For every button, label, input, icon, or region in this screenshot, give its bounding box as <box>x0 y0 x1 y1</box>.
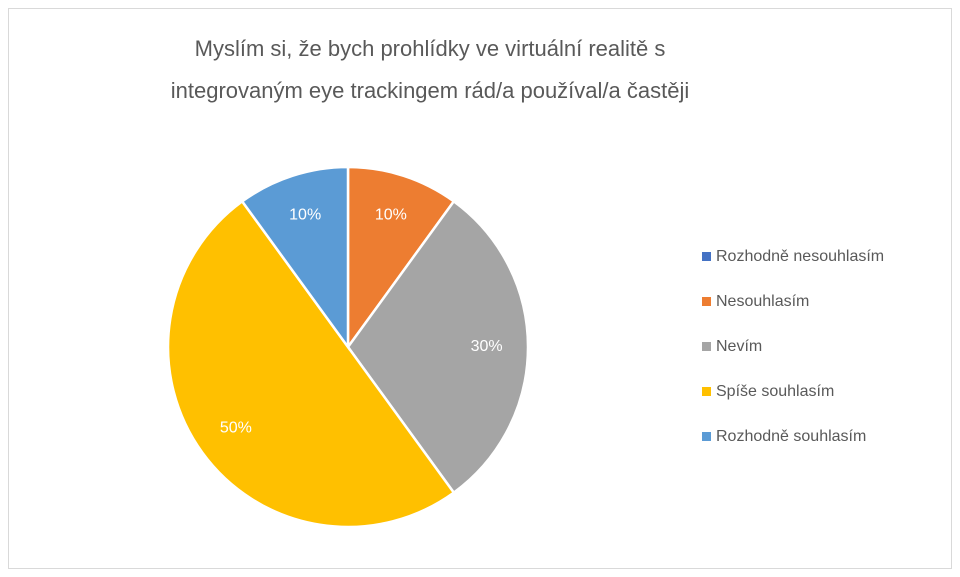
data-label: 10% <box>375 206 407 223</box>
legend-label: Rozhodně souhlasím <box>716 428 866 445</box>
legend-swatch <box>702 387 711 396</box>
legend-label: Nesouhlasím <box>716 293 809 310</box>
legend-swatch <box>702 297 711 306</box>
legend-label: Spíše souhlasím <box>716 383 834 400</box>
data-label: 10% <box>289 206 321 223</box>
data-label: 50% <box>220 420 252 437</box>
legend-label: Rozhodně nesouhlasím <box>716 248 884 265</box>
data-label: 30% <box>471 338 503 355</box>
legend-label: Nevím <box>716 338 762 355</box>
pie-slice <box>346 165 456 351</box>
pie-slice <box>167 199 456 529</box>
legend-swatch <box>702 432 711 441</box>
legend-swatch <box>702 342 711 351</box>
legend-swatch <box>702 252 711 261</box>
pie-slice <box>346 199 530 495</box>
pie-slice <box>240 165 350 351</box>
chart-title: Myslím si, že bych prohlídky ve virtuáln… <box>171 36 689 103</box>
